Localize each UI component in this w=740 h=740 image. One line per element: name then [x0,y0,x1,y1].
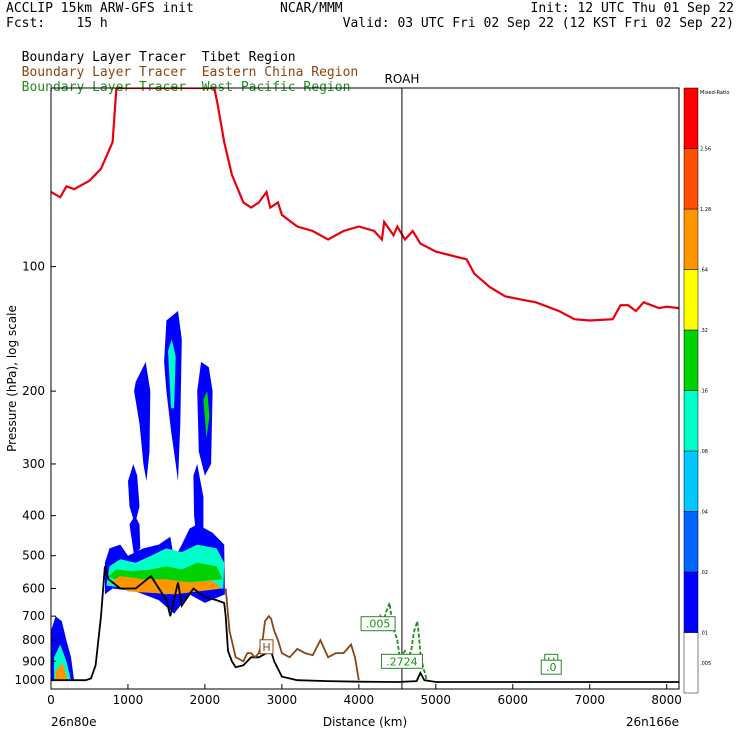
y-tick-label: 600 [22,581,45,595]
y-tick-label: 900 [22,654,45,668]
x-tick-label: 4000 [344,693,375,707]
legend-china-label: Boundary Layer Tracer [21,65,187,80]
y-tick-label: 300 [22,457,45,471]
annotation-text: .0 [546,661,557,674]
station-label: ROAH [385,72,420,86]
y-tick-label: 800 [22,633,45,647]
colorbar-segment [683,148,699,210]
tracer-shading [51,311,225,681]
annotation-frame [540,659,562,675]
y-axis-label: Pressure (hPa), log scale [5,305,19,452]
tracer-shading-region [203,391,210,439]
colorbar-segment [683,329,699,391]
colorbar-segment [683,511,699,573]
colorbar-label: .64 [700,268,708,274]
y-tick-label: 500 [22,549,45,563]
tracer-shading-region [55,663,68,681]
tracer-shading-region [134,361,151,482]
colorbar-label: .08 [700,449,708,455]
x-tick-label: 1000 [113,693,144,707]
annotation-text: H [262,641,270,654]
annotation-frame [380,653,423,669]
model-title: ACCLIP 15km ARW-GFS init [6,1,194,16]
colorbar-label: .16 [700,389,708,395]
colorbar: .005 .01 .02 .04 .08 .16 .32 .64 1.28 2.56 Mixed-R… [683,87,729,694]
forecast-hour: Fcst: 15 h [6,16,108,31]
colorbar-label: 2.56 [700,147,711,153]
legend-tibet-region: Tibet Region [201,50,296,65]
annotation-text: .2724 [386,655,418,668]
colorbar-segment [683,269,699,331]
colorbar-label: .005 [700,661,711,667]
x-tick-label: 5000 [421,693,452,707]
colorbar-label: Mixed-Ratio [700,90,729,96]
legend-china-region: Eastern China Region [201,65,359,80]
x-tick-label: 8000 [651,693,682,707]
annotation-frame [360,616,396,632]
x-tick-label: 3000 [267,693,298,707]
x-tick-label: 2000 [190,693,221,707]
tracer-shading-region [197,361,213,476]
annotation-box: .005 [360,616,396,632]
colorbar-segment [683,87,699,149]
colorbar-segment [683,390,699,452]
plot-frame [50,87,680,690]
tracer-lines [51,88,679,689]
tracer-shading-region [129,515,141,556]
annotation-frame [259,639,274,655]
colorbar-label: .01 [700,631,708,637]
x-tick-label: 6000 [497,693,528,707]
colorbar-segment [683,571,699,633]
colorbar-label: 1.28 [700,207,711,213]
x-axis-label: Distance (km) [323,715,407,729]
x-end-label: 26n166e [626,715,679,729]
tracer-shading-region [168,339,176,409]
annotation-box: .2724 [380,653,423,669]
valid-time: Valid: 03 UTC Fri 02 Sep 22 (12 KST Fri … [342,16,734,31]
tracer-shading-region [193,464,204,545]
annotation-box: .0 [540,659,562,675]
colorbar-label: .04 [700,510,708,516]
legend-tibet: Boundary Layer Tracer Tibet Region [6,35,296,65]
x-start-label: 26n80e [51,715,97,729]
legend-tibet-label: Boundary Layer Tracer [21,50,187,65]
annotation-text: .005 [366,618,391,631]
colorbar-label: .02 [700,570,708,576]
y-tick-label: 700 [22,609,45,623]
y-tick-label: 100 [22,260,45,274]
x-tick-label: 0 [47,693,55,707]
x-tick-label: 7000 [574,693,605,707]
init-time: Init: 12 UTC Thu 01 Sep 22 [530,1,735,16]
y-tick-label: 1000 [14,673,45,687]
series-line-tibet [51,565,679,683]
y-tick-label: 200 [22,384,45,398]
colorbar-segment [683,208,699,270]
series-line-tropopause [51,88,679,322]
annotation-box: H [259,639,274,655]
colorbar-segment [683,450,699,512]
y-tick-label: 400 [22,509,45,523]
series-line-china [224,588,360,681]
center-label: NCAR/MMM [280,1,343,16]
colorbar-label: .32 [700,328,708,334]
colorbar-segment [683,632,699,694]
legend-china: Boundary Layer Tracer Eastern China Regi… [6,50,359,80]
tracer-shading-region [128,464,140,525]
